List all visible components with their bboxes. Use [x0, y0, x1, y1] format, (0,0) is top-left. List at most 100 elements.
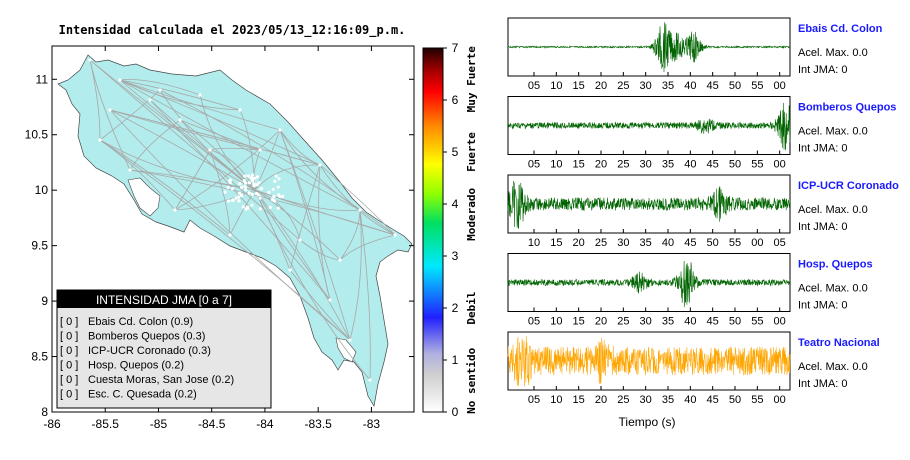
station-dot: [173, 208, 177, 212]
road: [109, 109, 261, 151]
seismogram-3: 05 10 15 20 25 30 35 40 45 50 55 00 Hosp. Quepos Acel…: [507, 253, 873, 328]
road: [109, 109, 256, 191]
seismogram-tick-label: 15: [573, 159, 585, 171]
seismogram-tick-label: 25: [617, 394, 629, 406]
colorbar-tick-label: 1: [452, 353, 459, 367]
seismogram-tick-label: 10: [550, 159, 562, 171]
seismogram-tick-label: 05: [528, 159, 540, 171]
station-accel: Acel. Max. 0.0: [798, 361, 868, 373]
colorbar-tick-label: 3: [452, 249, 459, 263]
station-dot: [257, 180, 261, 185]
map-x-tick-label: -85.5: [92, 417, 120, 431]
station-dot: [247, 181, 251, 185]
road: [254, 164, 321, 191]
station-dot: [348, 338, 352, 342]
road: [318, 164, 331, 301]
station-dot: [250, 192, 254, 196]
map-title: Intensidad calculada el 2023/05/13_12:16…: [59, 23, 406, 38]
station-dot: [250, 203, 254, 207]
seismogram-0: 05 10 15 20 25 30 35 40 45 50 55 00 Ebais Cd. Colon A…: [507, 17, 883, 92]
station-accel: Acel. Max. 0.0: [798, 47, 868, 59]
legend-item-label: Ebais Cd. Colon (0.9): [88, 316, 193, 328]
station-dot: [258, 148, 262, 152]
seismogram-tick-label: 45: [707, 316, 719, 328]
legend-item-value: [ 0 ]: [60, 360, 78, 372]
station-dot: [288, 268, 292, 272]
colorbar-tick-label: 5: [452, 145, 459, 159]
road: [209, 149, 256, 191]
road: [119, 79, 201, 96]
station-dot: [260, 186, 264, 191]
legend-item-value: [ 0 ]: [60, 345, 78, 357]
colorbar-category-label: Muy Fuerte: [465, 46, 478, 113]
seismogram-tick-label: 10: [528, 237, 540, 249]
station-dot: [237, 191, 242, 195]
seismogram-tick-label: 15: [573, 316, 585, 328]
seismogram-tick-label: 25: [617, 316, 629, 328]
station-dot: [249, 176, 254, 180]
station-accel: Acel. Max. 0.0: [798, 204, 868, 216]
station-dot: [239, 193, 244, 198]
seismogram-tick-label: 50: [729, 159, 741, 171]
road: [129, 119, 181, 171]
station-dot: [272, 199, 277, 203]
station-dot: [230, 187, 235, 191]
legend-item-label: Cuesta Moras, San Jose (0.2): [88, 374, 234, 386]
seismogram-panels: 05 10 15 20 25 30 35 40 45 50 55 00 Ebais Cd. Colon A…: [507, 17, 899, 406]
seismogram-tick-label: 15: [573, 394, 585, 406]
seismogram-trace: [507, 181, 791, 229]
colorbar-gradient: [422, 47, 444, 413]
road: [279, 129, 351, 341]
seismogram-tick-label: 20: [595, 80, 607, 92]
station-dot: [227, 199, 231, 203]
station-dot: [246, 174, 251, 178]
legend-box: [56, 289, 272, 409]
road: [339, 234, 396, 261]
seismogram-tick-label: 40: [684, 316, 696, 328]
seismogram-tick-label: 40: [684, 159, 696, 171]
station-dot: [198, 93, 202, 97]
station-dot: [238, 181, 242, 186]
seismogram-tick-label: 40: [662, 237, 674, 249]
station-dot: [243, 174, 247, 178]
station-accel: Acel. Max. 0.0: [798, 283, 868, 295]
seismogram-tick-label: 55: [751, 394, 763, 406]
station-dot: [244, 187, 248, 192]
station-dot: [128, 168, 132, 172]
seismogram-tick-label: 35: [662, 316, 674, 328]
station-accel: Acel. Max. 0.0: [798, 126, 868, 138]
station-dot: [231, 198, 235, 202]
seismogram-tick-label: 50: [729, 394, 741, 406]
station-name: Hosp. Quepos: [798, 259, 873, 271]
seismogram-tick-label: 50: [729, 316, 741, 328]
station-dot: [251, 178, 255, 183]
seismogram-4: 05 10 15 20 25 30 35 40 45 50 55 00 Teatro Nacional A…: [507, 331, 880, 406]
map-x-tick-label: -84.5: [198, 417, 226, 431]
station-dot: [258, 196, 262, 200]
seismogram-tick-label: 35: [640, 237, 652, 249]
seismogram-tick-label: 35: [662, 394, 674, 406]
station-name: Ebais Cd. Colon: [798, 23, 883, 35]
station-dot: [338, 258, 342, 262]
legend-item-value: [ 0 ]: [60, 316, 78, 328]
road: [209, 149, 231, 236]
road: [119, 79, 281, 131]
legend-item-label: Bomberos Quepos (0.3): [88, 331, 205, 343]
station-dot: [393, 233, 397, 237]
legend-item-label: Hosp. Quepos (0.2): [88, 360, 184, 372]
road: [319, 164, 396, 236]
station-dot: [278, 128, 282, 132]
road: [279, 129, 361, 211]
station-intensity: Int JMA: 0: [798, 378, 848, 390]
road: [174, 129, 281, 211]
station-dot: [277, 177, 281, 181]
station-dot: [239, 185, 244, 189]
time-axis-label: Tiempo (s): [619, 415, 676, 429]
colorbar-category-label: Fuerte: [465, 132, 478, 172]
seismogram-tick-label: 10: [550, 394, 562, 406]
road: [254, 189, 341, 261]
colorbar-category-label: No sentido: [465, 347, 478, 414]
road: [339, 209, 361, 261]
map-y-tick-label: 10: [35, 183, 49, 197]
road: [109, 109, 351, 341]
